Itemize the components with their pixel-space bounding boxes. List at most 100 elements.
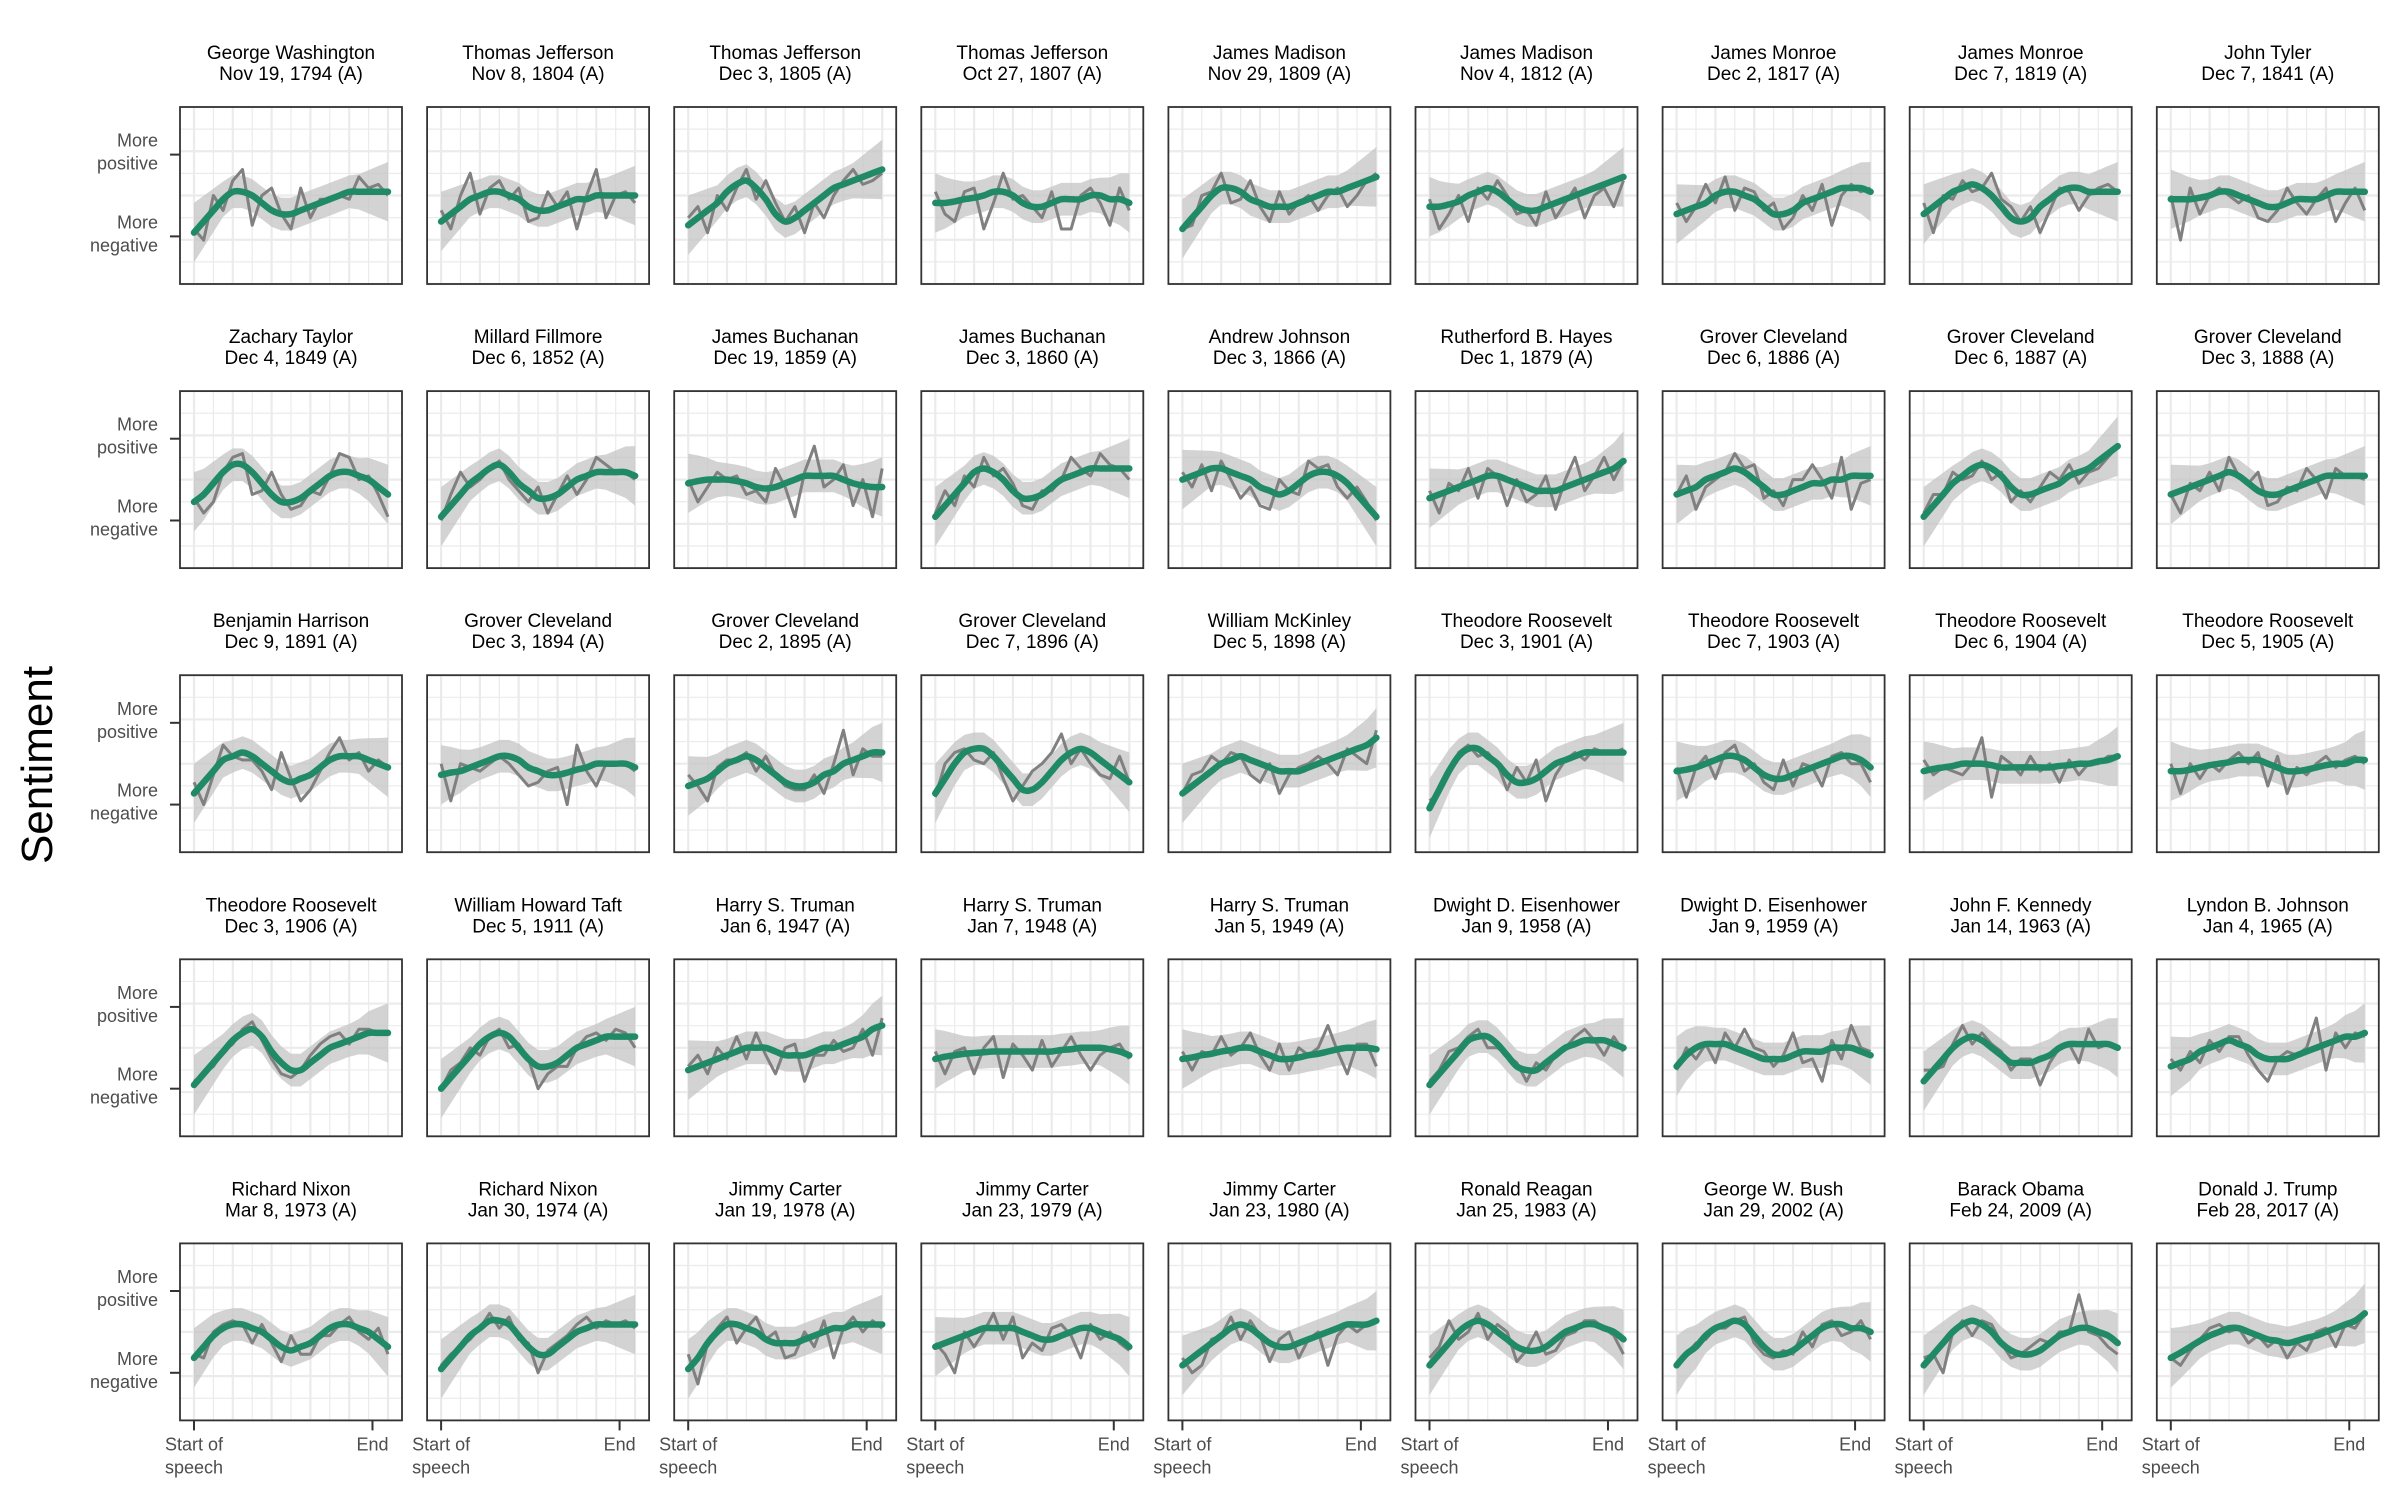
panel-title: Theodore Roosevelt: [1688, 611, 1860, 632]
x-tick-label-end: End: [1345, 1434, 1377, 1454]
smoothed-sentiment-line: [1920, 442, 2121, 521]
y-tick-label-negative: More: [117, 496, 158, 516]
smoothed-sentiment-line: [1179, 464, 1380, 521]
y-tick-label-negative: More: [117, 212, 158, 232]
panel-date: Dec 4, 1849 (A): [224, 348, 357, 369]
panel-frame: [673, 390, 898, 570]
y-tick-label-positive: positive: [97, 722, 158, 742]
panel-date: Dec 2, 1895 (A): [719, 632, 852, 653]
panel-title: Rutherford B. Hayes: [1440, 327, 1612, 348]
x-tick-label-start: speech: [1648, 1457, 1706, 1477]
smoothed-sentiment-line: [684, 1320, 886, 1373]
smoothed-sentiment-line: [932, 1324, 1133, 1351]
panel-title: Andrew Johnson: [1209, 327, 1351, 348]
raw-sentiment-line: [1675, 1024, 1872, 1083]
x-tick-label-start: speech: [412, 1457, 470, 1477]
panel-frame: [1661, 958, 1886, 1138]
panel-title: Benjamin Harrison: [213, 611, 369, 632]
panel-frame: [673, 674, 898, 854]
smoothed-sentiment-line: [437, 188, 639, 225]
panel-frame: [920, 106, 1145, 285]
smoothed-sentiment-line: [1673, 752, 1874, 783]
confidence-band: [1182, 707, 1377, 824]
x-tick-label-start: speech: [2142, 1457, 2200, 1477]
panel-title: Richard Nixon: [478, 1179, 597, 1200]
y-tick-label-negative: negative: [90, 1088, 158, 1108]
confidence-band: [1923, 416, 2118, 547]
confidence-band: [2170, 1283, 2365, 1388]
smoothed-sentiment-line: [684, 749, 886, 790]
smoothed-sentiment-line: [684, 166, 886, 229]
x-tick-label-end: End: [1592, 1434, 1624, 1454]
confidence-band: [688, 139, 883, 255]
panel-date: Dec 2, 1817 (A): [1707, 64, 1840, 85]
panel-title: William McKinley: [1208, 611, 1352, 632]
panel-frame: [1908, 674, 2133, 854]
panel-date: Dec 7, 1841 (A): [2201, 64, 2334, 85]
panel-date: Jan 6, 1947 (A): [720, 916, 850, 937]
smoothed-sentiment-line: [1673, 184, 1874, 219]
panel-frame: [673, 1242, 898, 1422]
panel-date: Dec 3, 1894 (A): [472, 632, 605, 653]
panel-frame: [2155, 958, 2380, 1138]
x-tick-label-start: speech: [659, 1457, 717, 1477]
panel-frame: [1661, 1242, 1886, 1422]
smoothed-sentiment-line: [932, 1044, 1133, 1063]
panel-date: Dec 6, 1852 (A): [472, 348, 605, 369]
panel-title: Zachary Taylor: [229, 327, 354, 348]
panel-frame: [1167, 390, 1392, 570]
panel-frame: [920, 1242, 1145, 1422]
smoothed-sentiment-line: [1426, 173, 1627, 215]
y-tick-label-positive: positive: [97, 154, 158, 174]
confidence-band: [2170, 446, 2365, 525]
x-tick-label-end: End: [1839, 1434, 1871, 1454]
panel-title: James Monroe: [1958, 43, 2084, 64]
panel-frame: [1167, 106, 1392, 285]
y-axis-title: Sentiment: [13, 666, 62, 864]
panel-title: Thomas Jefferson: [956, 43, 1108, 64]
panel-frame: [673, 106, 898, 285]
panel-date: Dec 3, 1906 (A): [224, 916, 357, 937]
confidence-band: [935, 1025, 1130, 1089]
panel-date: Dec 3, 1860 (A): [966, 348, 1099, 369]
panel-title: Harry S. Truman: [716, 895, 855, 916]
panel-title: Grover Cleveland: [1700, 327, 1848, 348]
x-tick-label-start: Start of: [1400, 1434, 1459, 1454]
confidence-band: [688, 1294, 883, 1399]
y-tick-label-negative: More: [117, 781, 158, 801]
smoothed-sentiment-line: [932, 464, 1133, 521]
x-tick-label-start: Start of: [165, 1434, 224, 1454]
panel-date: Feb 24, 2009 (A): [1949, 1200, 2092, 1221]
raw-sentiment-line: [1181, 1024, 1378, 1076]
smoothed-sentiment-line: [2167, 1310, 2369, 1362]
raw-sentiment-line: [2169, 1016, 2366, 1083]
smoothed-sentiment-line: [190, 187, 392, 236]
panel-frame: [179, 674, 403, 854]
y-tick-label-negative: More: [117, 1065, 158, 1085]
panel-title: Theodore Roosevelt: [205, 895, 377, 916]
raw-sentiment-line: [1181, 459, 1378, 522]
panel-frame: [920, 958, 1145, 1138]
y-tick-label-positive: positive: [97, 438, 158, 458]
smoothed-sentiment-line: [1179, 173, 1380, 233]
